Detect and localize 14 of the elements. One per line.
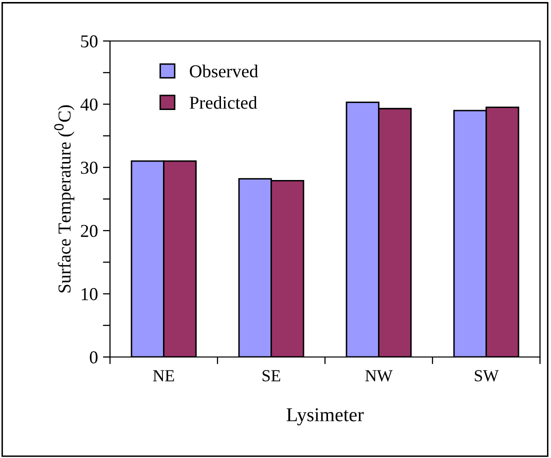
y-axis-title: Surface Temperature ($^{0}$C) [54, 105, 74, 292]
x-tick-label: NE [153, 370, 174, 382]
y-tick-label: 10 [82, 288, 98, 300]
y-tick-label: 20 [80, 224, 98, 238]
x-axis-title: Lysimeter [286, 408, 364, 426]
x-tick-label: SW [474, 370, 499, 382]
y-tick-label: 30 [81, 162, 98, 174]
legend-label: Observed [190, 64, 258, 78]
legend-label: Predicted [190, 96, 258, 109]
y-tick-label: 50 [81, 35, 98, 48]
x-tick-label: NW [365, 370, 393, 382]
y-tick-label: 0 [90, 351, 98, 364]
y-tick-label: 40 [80, 98, 98, 111]
x-tick-label: SE [262, 370, 280, 382]
